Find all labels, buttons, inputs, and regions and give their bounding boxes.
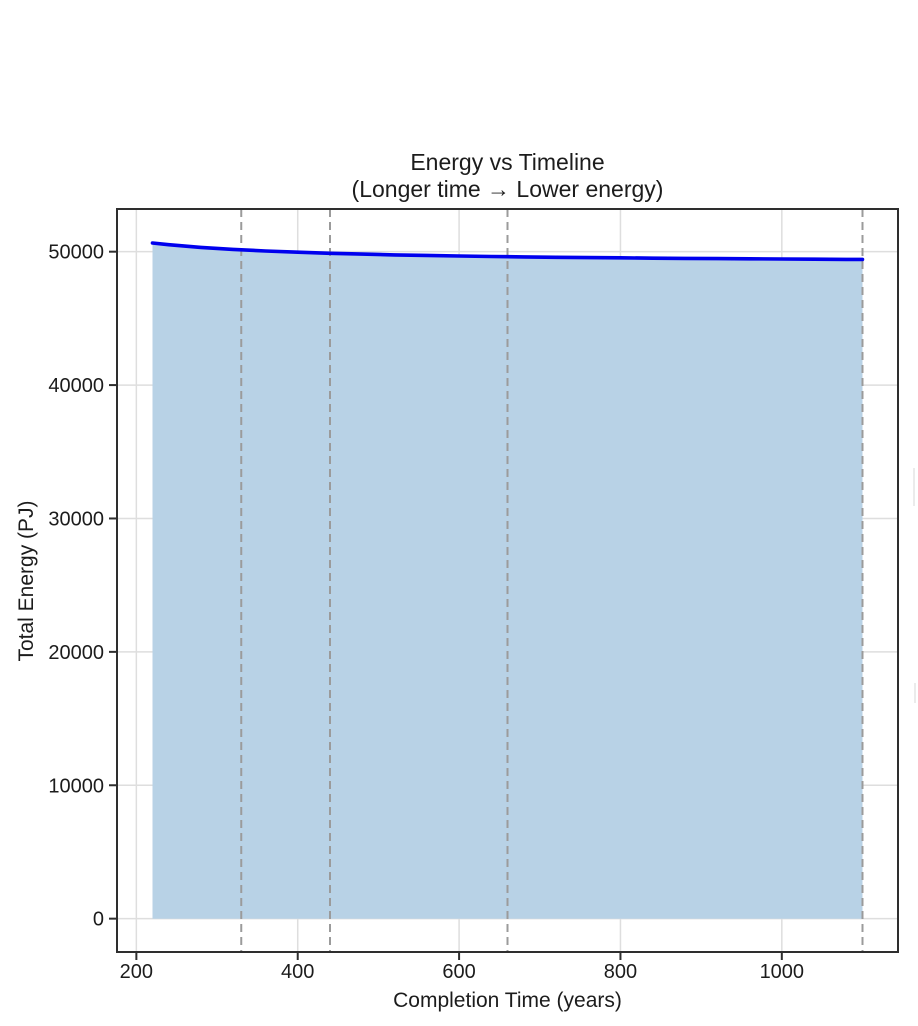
cropped-edge-artifact (913, 468, 915, 506)
x-tick-label: 800 (604, 961, 637, 983)
y-tick-label: 10000 (48, 775, 104, 797)
y-axis-label: Total Energy (PJ) (15, 500, 38, 662)
chart-title-block: Energy vs Timeline (Longer time → Lower … (117, 149, 898, 203)
x-tick-label: 400 (281, 961, 314, 983)
chart-title: Energy vs Timeline (410, 149, 605, 175)
y-tick-label: 0 (93, 909, 104, 931)
energy-line (150, 241, 865, 262)
plot-border (116, 208, 899, 953)
x-axis-label: Completion Time (years) (393, 989, 622, 1012)
y-tick-label: 50000 (48, 242, 104, 264)
x-tick-label: 600 (442, 961, 475, 983)
cropped-edge-artifact (914, 683, 916, 703)
x-tick-label: 200 (120, 961, 153, 983)
x-tick-label: 1000 (760, 961, 805, 983)
chart-subtitle: (Longer time → Lower energy) (351, 176, 664, 202)
y-tick-label: 40000 (48, 375, 104, 397)
y-tick-label: 20000 (48, 642, 104, 664)
y-tick-label: 30000 (48, 508, 104, 530)
